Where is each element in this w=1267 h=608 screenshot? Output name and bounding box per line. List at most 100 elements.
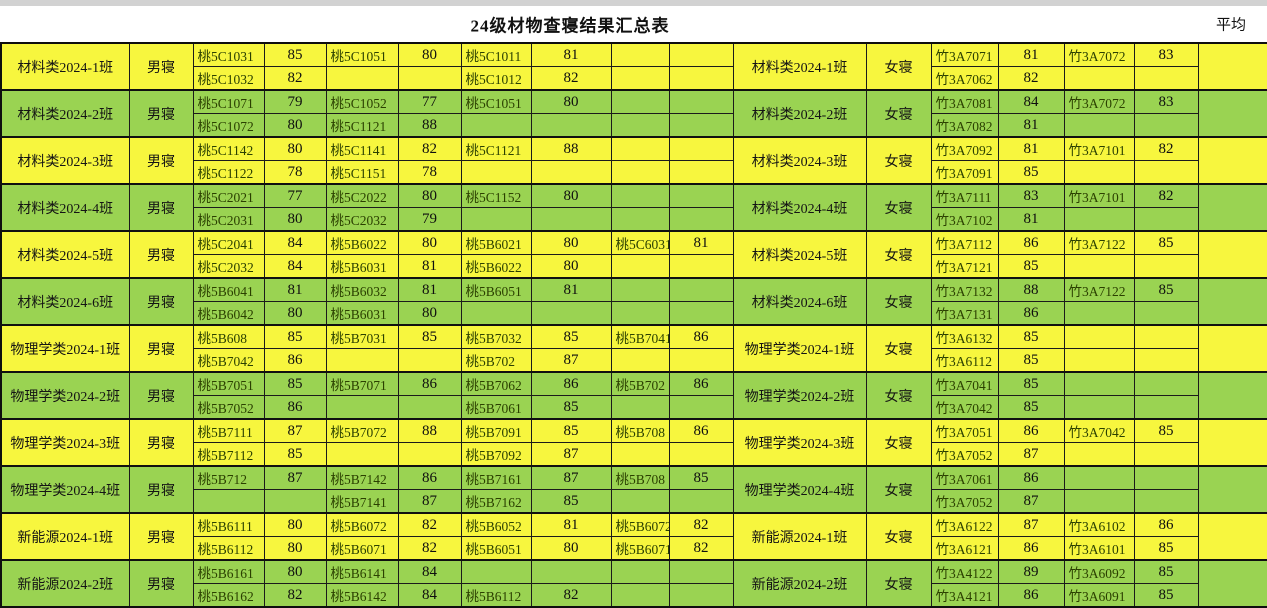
male-dorm-cell[interactable] (610, 136, 670, 161)
male-score-cell[interactable] (397, 348, 462, 373)
male-score-cell[interactable]: 85 (263, 371, 327, 396)
male-dorm-cell[interactable]: 桃5B708 (610, 465, 670, 490)
male-dorm-cell[interactable]: 桃5B7112 (192, 442, 265, 467)
male-score-cell[interactable]: 80 (263, 136, 327, 161)
male-score-cell[interactable]: 79 (263, 89, 327, 114)
male-score-cell[interactable]: 87 (263, 465, 327, 490)
male-score-cell[interactable]: 82 (397, 536, 462, 561)
male-score-cell[interactable] (668, 207, 734, 232)
female-score-cell[interactable]: 85 (1133, 583, 1199, 608)
female-dorm-cell[interactable]: 竹3A7041 (930, 371, 999, 396)
male-score-cell[interactable] (668, 254, 734, 279)
male-dorm-cell[interactable]: 桃5B6032 (325, 277, 399, 302)
male-score-cell[interactable]: 86 (530, 371, 612, 396)
female-dorm-cell[interactable]: 竹3A7062 (930, 66, 999, 91)
male-score-cell[interactable] (530, 160, 612, 185)
male-score-cell[interactable]: 80 (530, 230, 612, 255)
female-dorm-cell[interactable]: 竹3A6112 (930, 348, 999, 373)
female-dorm-label-cell[interactable]: 女寝 (865, 512, 932, 561)
male-dorm-cell[interactable] (610, 183, 670, 208)
male-score-cell[interactable]: 85 (263, 442, 327, 467)
male-score-cell[interactable]: 84 (397, 583, 462, 608)
class-name-female-cell[interactable]: 新能源2024-2班 (732, 559, 867, 608)
female-score-cell[interactable]: 85 (1133, 277, 1199, 302)
male-dorm-cell[interactable]: 桃5B7071 (325, 371, 399, 396)
male-score-cell[interactable]: 81 (530, 277, 612, 302)
female-score-cell[interactable]: 81 (997, 42, 1065, 67)
female-score-cell[interactable]: 83 (1133, 89, 1199, 114)
male-dorm-cell[interactable]: 桃5B7092 (460, 442, 532, 467)
male-dorm-cell[interactable] (610, 89, 670, 114)
male-dorm-cell[interactable]: 桃5B6072 (325, 512, 399, 537)
male-score-cell[interactable]: 85 (668, 465, 734, 490)
male-dorm-cell[interactable]: 桃5C2031 (192, 207, 265, 232)
female-score-cell[interactable]: 87 (997, 489, 1065, 514)
female-score-cell[interactable] (1133, 442, 1199, 467)
class-name-male-cell[interactable]: 物理学类2024-2班 (0, 371, 130, 420)
average-cell[interactable] (1197, 230, 1267, 279)
male-dorm-cell[interactable] (610, 113, 670, 138)
male-dorm-cell[interactable] (610, 160, 670, 185)
female-dorm-label-cell[interactable]: 女寝 (865, 418, 932, 467)
female-dorm-label-cell[interactable]: 女寝 (865, 277, 932, 326)
female-score-cell[interactable]: 85 (997, 371, 1065, 396)
male-dorm-cell[interactable]: 桃5B7091 (460, 418, 532, 443)
male-score-cell[interactable]: 84 (263, 230, 327, 255)
male-score-cell[interactable] (397, 395, 462, 420)
female-score-cell[interactable]: 82 (1133, 136, 1199, 161)
male-score-cell[interactable] (530, 207, 612, 232)
male-score-cell[interactable]: 86 (263, 395, 327, 420)
average-cell[interactable] (1197, 42, 1267, 91)
male-dorm-cell[interactable] (610, 207, 670, 232)
female-dorm-cell[interactable]: 竹3A4122 (930, 559, 999, 584)
male-dorm-cell[interactable]: 桃5B7041 (610, 324, 670, 349)
male-score-cell[interactable] (668, 395, 734, 420)
female-dorm-cell[interactable]: 竹3A7061 (930, 465, 999, 490)
female-dorm-label-cell[interactable]: 女寝 (865, 136, 932, 185)
female-dorm-cell[interactable] (1063, 113, 1135, 138)
male-score-cell[interactable] (668, 113, 734, 138)
female-dorm-cell[interactable] (1063, 66, 1135, 91)
male-dorm-cell[interactable] (460, 113, 532, 138)
female-dorm-cell[interactable]: 竹3A7101 (1063, 136, 1135, 161)
male-dorm-cell[interactable] (610, 583, 670, 608)
male-dorm-cell[interactable]: 桃5B7111 (192, 418, 265, 443)
average-cell[interactable] (1197, 136, 1267, 185)
female-score-cell[interactable]: 85 (997, 395, 1065, 420)
class-name-female-cell[interactable]: 材料类2024-5班 (732, 230, 867, 279)
male-score-cell[interactable] (263, 489, 327, 514)
female-dorm-cell[interactable] (1063, 442, 1135, 467)
male-dorm-cell[interactable]: 桃5B6031 (325, 254, 399, 279)
male-score-cell[interactable]: 85 (397, 324, 462, 349)
male-score-cell[interactable] (668, 559, 734, 584)
male-score-cell[interactable]: 81 (397, 254, 462, 279)
male-score-cell[interactable] (668, 42, 734, 67)
male-dorm-cell[interactable] (325, 348, 399, 373)
male-dorm-cell[interactable]: 桃5B6161 (192, 559, 265, 584)
male-score-cell[interactable]: 80 (397, 301, 462, 326)
female-dorm-cell[interactable]: 竹3A7122 (1063, 277, 1135, 302)
female-dorm-cell[interactable]: 竹3A7092 (930, 136, 999, 161)
male-dorm-cell[interactable]: 桃5C1121 (325, 113, 399, 138)
female-score-cell[interactable]: 88 (997, 277, 1065, 302)
male-score-cell[interactable]: 81 (530, 512, 612, 537)
male-dorm-cell[interactable] (460, 160, 532, 185)
male-score-cell[interactable]: 80 (263, 512, 327, 537)
male-dorm-cell[interactable]: 桃5B6052 (460, 512, 532, 537)
female-dorm-cell[interactable] (1063, 489, 1135, 514)
male-dorm-cell[interactable]: 桃5B7042 (192, 348, 265, 373)
class-name-male-cell[interactable]: 物理学类2024-3班 (0, 418, 130, 467)
male-dorm-cell[interactable]: 桃5B7032 (460, 324, 532, 349)
class-name-male-cell[interactable]: 材料类2024-6班 (0, 277, 130, 326)
female-score-cell[interactable]: 85 (1133, 418, 1199, 443)
male-dorm-cell[interactable]: 桃5C2021 (192, 183, 265, 208)
male-score-cell[interactable] (668, 89, 734, 114)
female-score-cell[interactable]: 82 (997, 66, 1065, 91)
male-dorm-cell[interactable] (325, 442, 399, 467)
male-dorm-label-cell[interactable]: 男寝 (128, 42, 194, 91)
male-score-cell[interactable]: 87 (530, 465, 612, 490)
male-dorm-cell[interactable]: 桃5B7062 (460, 371, 532, 396)
male-score-cell[interactable]: 86 (668, 324, 734, 349)
female-score-cell[interactable]: 86 (997, 230, 1065, 255)
male-score-cell[interactable]: 80 (397, 42, 462, 67)
